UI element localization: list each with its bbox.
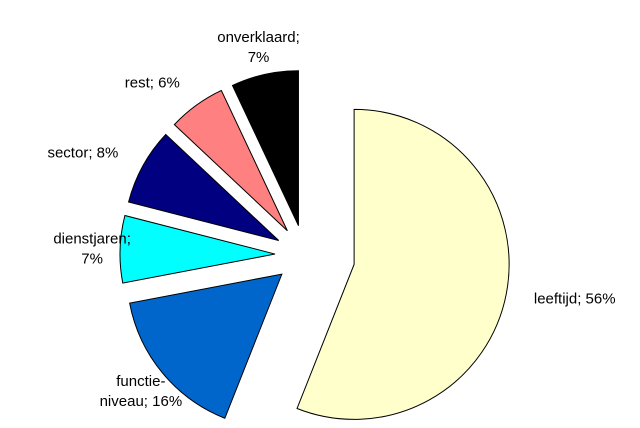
slice-label-line: sector; 8% xyxy=(47,144,118,161)
slice-label: sector; 8% xyxy=(47,144,118,161)
pie-slice xyxy=(231,70,299,226)
slice-label: functie-niveau; 16% xyxy=(100,373,183,410)
pie-slice xyxy=(173,89,288,232)
slice-label-line: rest; 6% xyxy=(125,75,180,92)
pie-slice xyxy=(129,273,283,419)
slice-label: onverklaard; 7% xyxy=(217,29,300,66)
pie-slice xyxy=(119,214,276,284)
slice-label-line: leeftijd; 56% xyxy=(534,291,616,308)
pie-slice xyxy=(127,133,280,242)
slice-label-line: niveau; 16% xyxy=(100,393,183,410)
slice-label: leeftijd; 56% xyxy=(534,291,616,308)
slice-label-line: 7% xyxy=(248,49,270,66)
pie-slice xyxy=(296,108,510,420)
slice-label-line: dienstjaren; xyxy=(53,230,131,247)
slice-label-line: 7% xyxy=(81,250,103,267)
slice-label: rest; 6% xyxy=(125,75,180,92)
slice-label-line: functie- xyxy=(116,373,165,390)
slice-label: dienstjaren; 7% xyxy=(53,230,131,267)
slice-label-line: onverklaard; xyxy=(217,29,300,46)
